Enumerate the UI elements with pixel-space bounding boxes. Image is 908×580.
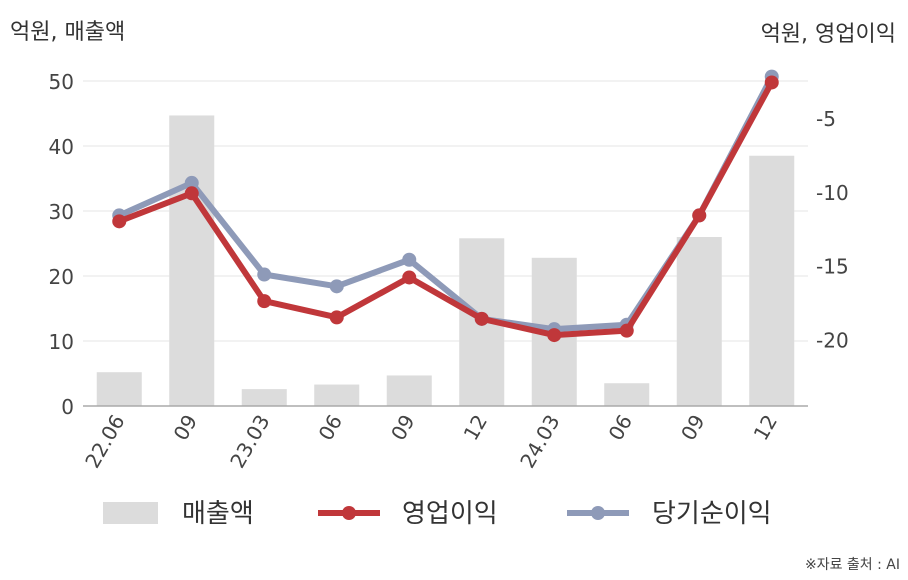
y-tick-label: 50 <box>49 70 74 94</box>
legend-marker <box>342 506 356 520</box>
line-series <box>112 69 779 343</box>
data-point <box>619 323 634 338</box>
left-axis-unit: 억원, 매출액 <box>10 20 126 45</box>
data-point <box>257 294 272 309</box>
bar <box>314 384 360 406</box>
data-point <box>547 328 562 343</box>
bar <box>676 237 722 406</box>
data-point <box>692 208 707 223</box>
data-point <box>474 311 489 326</box>
x-tick-label: 12 <box>459 411 493 445</box>
right-tick-label: -15 <box>816 255 849 279</box>
data-point <box>257 267 272 282</box>
data-point <box>184 175 199 190</box>
x-tick-label: 09 <box>169 411 203 445</box>
bar-series <box>96 115 795 406</box>
right-tick-label: -20 <box>816 329 849 353</box>
legend-item: 매출액 <box>103 499 254 529</box>
left-y-axis: 0 10 20 30 40 50 <box>49 70 74 419</box>
x-tick-label: 23.03 <box>225 411 274 473</box>
y-tick-label: 40 <box>49 135 74 159</box>
x-tick-label: 24.03 <box>515 411 564 473</box>
data-point <box>329 279 344 294</box>
legend-item: 당기순이익 <box>567 499 772 529</box>
y-tick-label: 0 <box>61 395 74 419</box>
x-tick-label: 12 <box>749 411 783 445</box>
y-tick-label: 30 <box>49 200 74 224</box>
right-tick-label: -5 <box>816 107 836 131</box>
x-tick-label: 06 <box>314 411 348 445</box>
bar <box>386 375 432 406</box>
y-tick-label: 10 <box>49 330 74 354</box>
legend-label: 당기순이익 <box>652 499 772 529</box>
x-tick-label: 09 <box>386 411 420 445</box>
data-point <box>112 214 127 229</box>
x-tick-label: 09 <box>676 411 710 445</box>
x-axis: 22.06 09 23.03 06 09 12 24.03 06 09 12 <box>80 411 782 473</box>
data-point <box>184 186 199 201</box>
legend-label: 매출액 <box>182 499 254 529</box>
data-point <box>402 252 417 267</box>
y-tick-label: 20 <box>49 265 74 289</box>
bar <box>241 389 287 406</box>
legend: 매출액 영업이익 당기순이익 <box>103 499 772 529</box>
legend-item: 영업이익 <box>318 499 498 529</box>
legend-marker <box>591 506 605 520</box>
bar <box>169 115 215 406</box>
right-y-axis: -5 -10 -15 -20 <box>816 107 849 353</box>
x-tick-label: 22.06 <box>80 411 129 473</box>
bar <box>604 383 650 406</box>
legend-label: 영업이익 <box>402 499 498 529</box>
x-tick-label: 06 <box>604 411 638 445</box>
series-line <box>118 81 775 339</box>
bar <box>96 372 142 406</box>
series-영업이익 <box>112 75 779 343</box>
series-line <box>118 75 775 333</box>
data-point <box>764 75 779 90</box>
bar <box>749 155 795 406</box>
data-point <box>329 310 344 325</box>
right-tick-label: -10 <box>816 181 849 205</box>
legend-swatch <box>103 502 158 524</box>
right-axis-unit: 억원, 영업이익 <box>760 22 896 47</box>
data-point <box>402 270 417 285</box>
source-note: ※자료 출처 : AI <box>804 557 900 573</box>
